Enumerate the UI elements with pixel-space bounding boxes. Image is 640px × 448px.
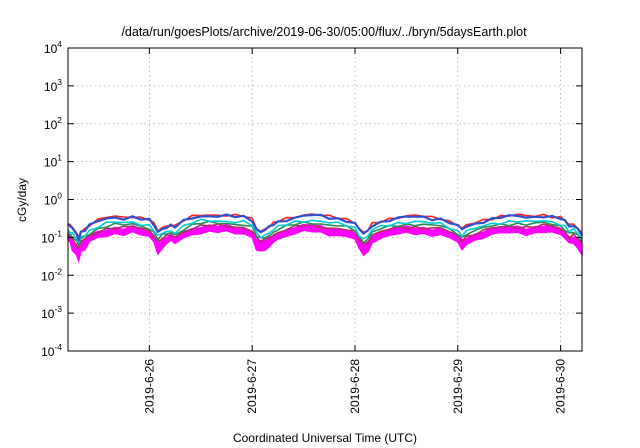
chart-title: /data/run/goesPlots/archive/2019-06-30/0…	[121, 25, 527, 39]
series-line	[67, 213, 583, 242]
x-axis-label: Coordinated Universal Time (UTC)	[233, 431, 417, 445]
series-line	[67, 218, 583, 244]
x-tick-label: 2019-6-28	[348, 359, 362, 414]
y-tick-label: 10-4	[41, 342, 62, 359]
grid-layer	[68, 48, 582, 351]
y-tick-label: 10-1	[41, 228, 62, 245]
x-tick-label: 2019-6-26	[142, 359, 156, 414]
series-line	[67, 223, 583, 249]
x-tick-label: 2019-6-29	[451, 359, 465, 414]
y-tick-label: 10-3	[41, 304, 62, 321]
x-axis: 2019-6-26 2019-6-27 2019-6-28 2019-6-29 2019…	[142, 48, 568, 414]
y-tick-label: 101	[44, 153, 62, 170]
x-tick-label: 2019-6-27	[245, 359, 259, 414]
y-tick-label: 102	[44, 115, 62, 132]
y-tick-label: 100	[44, 191, 62, 208]
y-tick-label: 10-2	[41, 266, 62, 283]
y-tick-label: 103	[44, 77, 62, 94]
x-tick-label: 2019-6-30	[554, 359, 568, 414]
y-tick-label: 104	[44, 39, 62, 56]
y-axis: 10-4 10-3 10-2 10-1 100 101 102 103 104	[41, 39, 582, 359]
y-axis-label: cGy/day	[15, 178, 29, 222]
